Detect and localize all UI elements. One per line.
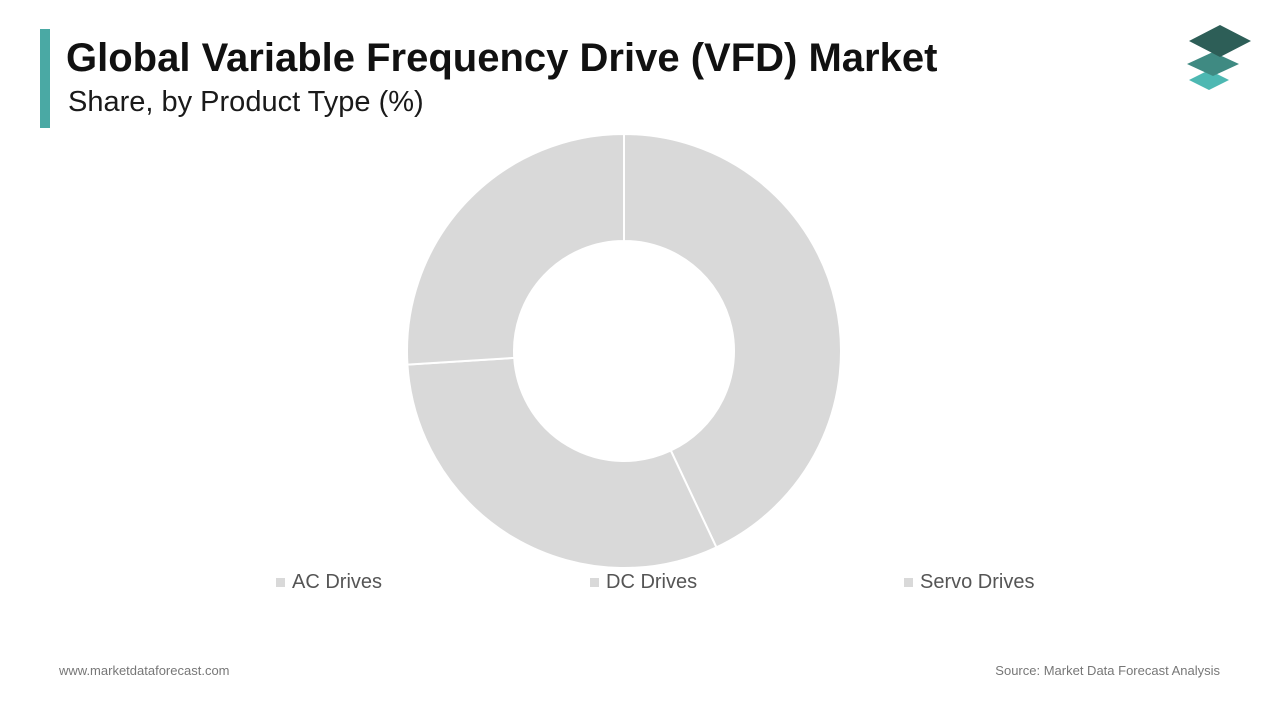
donut-slice-dc-drives — [406, 356, 718, 569]
donut-slice-servo-drives — [406, 132, 625, 366]
legend-item-ac-drives: AC Drives — [276, 571, 382, 594]
logo-layer-top — [1189, 25, 1251, 57]
legend-label: Servo Drives — [920, 571, 1035, 593]
donut-slice-ac-drives — [623, 132, 842, 549]
legend-item-dc-drives: DC Drives — [590, 571, 697, 594]
legend-swatch — [904, 578, 913, 587]
legend-label: DC Drives — [606, 571, 698, 593]
legend-swatch — [276, 578, 285, 587]
chart-subtitle: Share, by Product Type (%) — [68, 86, 424, 118]
source-footer: Source: Market Data Forecast Analysis — [995, 663, 1220, 678]
legend-label: AC Drives — [292, 571, 383, 593]
title-accent-bar — [40, 29, 50, 128]
legend-item-servo-drives: Servo Drives — [904, 571, 1034, 594]
logo-layer-bottom — [1189, 70, 1229, 90]
chart-title: Global Variable Frequency Drive (VFD) Ma… — [66, 36, 938, 80]
legend-swatch — [590, 578, 599, 587]
website-footer: www.marketdataforecast.com — [59, 663, 230, 678]
logo-layer-middle — [1187, 52, 1239, 76]
stacked-layers-icon — [1187, 25, 1251, 90]
